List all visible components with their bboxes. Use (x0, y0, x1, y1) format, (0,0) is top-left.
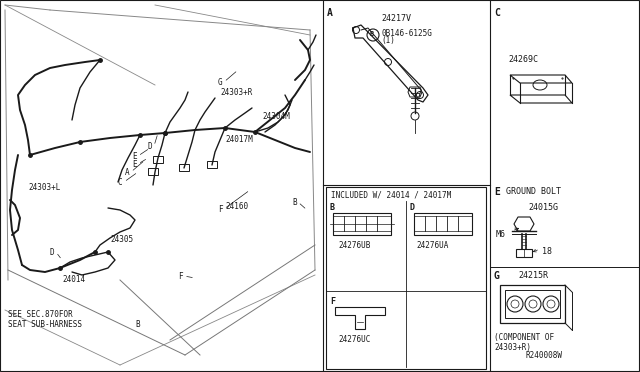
Text: B: B (370, 31, 374, 37)
Text: 24276UA: 24276UA (416, 241, 449, 250)
Text: F: F (178, 272, 182, 281)
Text: A: A (125, 168, 130, 177)
Text: 24160: 24160 (225, 202, 248, 211)
Text: (1): (1) (381, 36, 395, 45)
Text: E: E (132, 160, 136, 169)
Text: 24305: 24305 (110, 235, 133, 244)
Text: 24276UC: 24276UC (338, 335, 371, 344)
Text: 18: 18 (542, 247, 552, 256)
Text: F: F (330, 297, 335, 306)
Text: C: C (118, 178, 123, 187)
Text: 24014: 24014 (62, 275, 85, 284)
Text: (COMPONENT OF: (COMPONENT OF (494, 333, 554, 342)
Text: D: D (410, 203, 415, 212)
Bar (500, 285, 565, 323)
Text: 24276UB: 24276UB (338, 241, 371, 250)
Text: G: G (494, 271, 500, 281)
Text: 0B146-6125G: 0B146-6125G (381, 29, 432, 38)
Text: R240008W: R240008W (525, 351, 562, 360)
Bar (179, 164, 189, 171)
Text: 24215R: 24215R (518, 271, 548, 280)
Text: 24269C: 24269C (508, 55, 538, 64)
Bar (414, 213, 472, 235)
Text: C: C (494, 8, 500, 18)
Text: M6: M6 (496, 230, 506, 239)
Text: D: D (50, 248, 54, 257)
Text: 24304M: 24304M (262, 112, 290, 121)
Text: 24303+L: 24303+L (28, 183, 60, 192)
Bar (505, 290, 560, 318)
Text: SEE SEC.870FOR: SEE SEC.870FOR (8, 310, 73, 319)
Text: F: F (218, 205, 223, 214)
Bar (516, 249, 532, 257)
Bar (333, 213, 391, 235)
Text: 24015G: 24015G (528, 203, 558, 212)
Text: 24303+R): 24303+R) (494, 343, 531, 352)
Bar (153, 156, 163, 163)
Text: B: B (330, 203, 335, 212)
Bar (207, 161, 217, 168)
Text: A: A (327, 8, 333, 18)
Text: E: E (494, 187, 500, 197)
Text: INCLUDED W/ 24014 / 24017M: INCLUDED W/ 24014 / 24017M (331, 190, 451, 199)
Text: GROUND BOLT: GROUND BOLT (506, 187, 561, 196)
Text: SEAT SUB-HARNESS: SEAT SUB-HARNESS (8, 320, 82, 329)
Text: 24303+R: 24303+R (220, 88, 252, 97)
Text: B: B (135, 320, 140, 329)
Bar (326, 187, 486, 369)
Text: 24217V: 24217V (381, 14, 411, 23)
Text: G: G (218, 78, 223, 87)
Text: 24017M: 24017M (225, 135, 253, 144)
Text: D: D (148, 142, 152, 151)
Bar (148, 168, 158, 175)
Text: E: E (132, 152, 136, 161)
Text: B: B (292, 198, 296, 207)
